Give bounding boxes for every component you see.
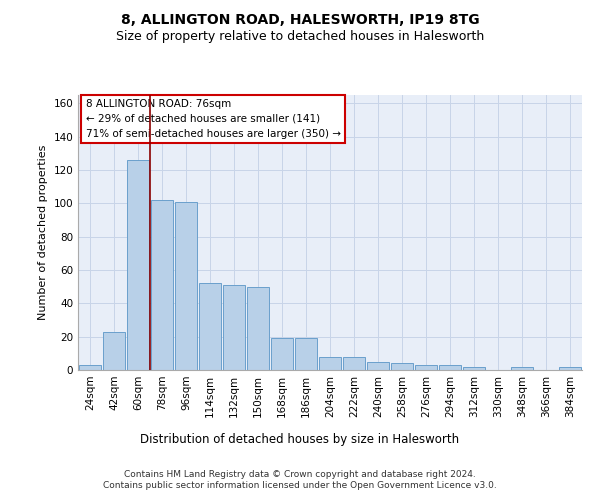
Bar xyxy=(223,285,245,370)
Bar xyxy=(559,366,581,370)
Text: 8 ALLINGTON ROAD: 76sqm
← 29% of detached houses are smaller (141)
71% of semi-d: 8 ALLINGTON ROAD: 76sqm ← 29% of detache… xyxy=(86,99,341,138)
Bar xyxy=(247,286,269,370)
Text: 8, ALLINGTON ROAD, HALESWORTH, IP19 8TG: 8, ALLINGTON ROAD, HALESWORTH, IP19 8TG xyxy=(121,12,479,26)
Bar xyxy=(415,365,437,370)
Bar xyxy=(319,356,341,370)
Bar xyxy=(367,362,389,370)
Bar xyxy=(271,338,293,370)
Bar xyxy=(439,365,461,370)
Text: Distribution of detached houses by size in Halesworth: Distribution of detached houses by size … xyxy=(140,432,460,446)
Text: Size of property relative to detached houses in Halesworth: Size of property relative to detached ho… xyxy=(116,30,484,43)
Bar xyxy=(391,364,413,370)
Bar xyxy=(343,356,365,370)
Bar xyxy=(151,200,173,370)
Text: Contains HM Land Registry data © Crown copyright and database right 2024.: Contains HM Land Registry data © Crown c… xyxy=(124,470,476,479)
Bar xyxy=(511,366,533,370)
Bar xyxy=(127,160,149,370)
Bar xyxy=(463,366,485,370)
Bar xyxy=(295,338,317,370)
Bar xyxy=(79,365,101,370)
Bar xyxy=(199,284,221,370)
Y-axis label: Number of detached properties: Number of detached properties xyxy=(38,145,48,320)
Text: Contains public sector information licensed under the Open Government Licence v3: Contains public sector information licen… xyxy=(103,481,497,490)
Bar xyxy=(175,202,197,370)
Bar xyxy=(103,332,125,370)
